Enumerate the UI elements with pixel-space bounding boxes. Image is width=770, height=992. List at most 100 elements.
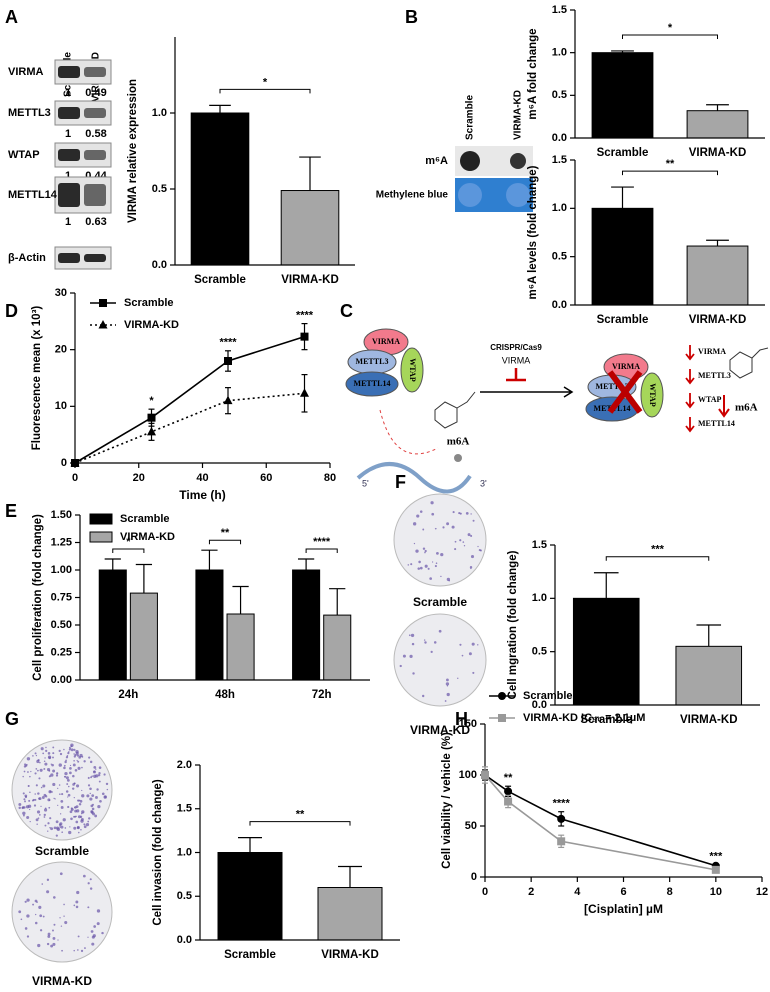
cell-speck	[96, 922, 100, 926]
marker	[300, 388, 309, 397]
cell-speck	[50, 944, 54, 948]
cell-speck	[45, 746, 47, 749]
significance-label: **	[221, 527, 230, 539]
marker	[504, 797, 513, 806]
cell-speck	[424, 549, 427, 553]
cell-speck	[28, 799, 31, 802]
cell-speck	[47, 752, 51, 755]
diagram-result: m6A	[735, 402, 758, 414]
cell-speck	[58, 784, 61, 786]
significance-label: ****	[553, 798, 571, 810]
cell-speck	[64, 775, 67, 778]
cell-speck	[72, 783, 75, 786]
cell-speck	[59, 917, 61, 919]
image-caption: Scramble	[413, 595, 467, 609]
cell-speck	[76, 826, 80, 830]
x-tick-label: VIRMA-KD	[680, 714, 738, 726]
dot	[458, 183, 482, 207]
cell-speck	[34, 772, 37, 775]
legend-label: Scramble	[124, 297, 174, 309]
protein-label: VIRMA	[612, 362, 640, 371]
cell-speck	[25, 805, 30, 809]
bar	[280, 190, 340, 266]
cell-speck	[67, 793, 71, 797]
cell-speck	[52, 746, 55, 749]
image-caption: Scramble	[35, 844, 89, 858]
legend-label: VIRMA-KD IC₅₀ = 2.1µM	[523, 712, 645, 724]
cell-speck	[39, 814, 41, 816]
y-tick-label: 1.25	[51, 536, 72, 548]
molecule	[729, 347, 769, 379]
cell-speck	[81, 794, 85, 798]
cell-speck	[470, 513, 472, 515]
cell-speck	[60, 800, 64, 803]
blot-band	[84, 108, 106, 118]
y-tick-label: 0.75	[51, 591, 72, 603]
bar	[292, 569, 321, 681]
cell-speck	[96, 788, 99, 791]
cell-speck	[101, 931, 104, 935]
cell-speck	[71, 787, 75, 790]
x-tick-label: 72h	[312, 689, 332, 701]
cell-speck	[60, 825, 64, 829]
cell-speck	[18, 910, 22, 914]
cell-speck	[81, 755, 84, 758]
protein-label: VIRMA	[372, 337, 400, 346]
cell-speck	[50, 827, 54, 831]
cell-speck	[471, 642, 475, 646]
cell-speck	[26, 898, 30, 902]
cell-speck	[39, 768, 43, 772]
cell-speck	[446, 678, 449, 682]
y-tick-label: 0.50	[51, 619, 72, 631]
cell-speck	[423, 639, 426, 641]
cell-speck	[430, 501, 434, 505]
y-tick-label: 0	[471, 871, 477, 883]
x-tick-label: VIRMA-KD	[689, 314, 747, 326]
rna-strand	[356, 462, 472, 494]
cell-speck	[18, 802, 22, 806]
cell-speck	[75, 751, 79, 755]
cell-speck	[59, 752, 63, 756]
marker	[223, 395, 233, 405]
cell-speck	[76, 890, 80, 895]
cell-speck	[26, 815, 30, 820]
cell-speck	[28, 808, 31, 811]
marker	[557, 837, 566, 846]
cell-speck	[26, 935, 30, 938]
down-arrow	[685, 393, 695, 409]
marker	[70, 458, 80, 467]
cell-speck	[44, 757, 46, 759]
cell-speck	[81, 789, 83, 792]
cell-speck	[21, 806, 24, 810]
cell-speck	[431, 561, 434, 563]
significance-label: **	[504, 772, 513, 784]
cell-speck	[419, 510, 423, 513]
y-tick-label: 0.0	[552, 132, 567, 144]
x-tick-label: Scramble	[194, 274, 246, 286]
cell-speck	[92, 934, 96, 938]
y-tick-label: 0.5	[532, 646, 547, 658]
legend-label: VIRMA-KD	[124, 319, 179, 331]
cell-speck	[38, 777, 41, 780]
cell-speck	[47, 830, 49, 832]
cell-speck	[50, 763, 52, 765]
cell-speck	[27, 784, 30, 787]
down-label: METTL14	[698, 419, 735, 428]
cell-speck	[51, 763, 54, 767]
cell-speck	[430, 650, 433, 654]
knockout-cross	[607, 370, 643, 414]
cell-speck	[23, 814, 25, 817]
y-tick-label: 1.5	[177, 803, 192, 815]
cell-speck	[69, 771, 72, 775]
cell-speck	[35, 754, 38, 757]
cell-speck	[59, 793, 61, 796]
cell-speck	[418, 560, 421, 564]
cell-speck	[83, 823, 86, 826]
x-tick-label: Scramble	[224, 949, 276, 961]
cell-speck	[440, 575, 442, 578]
cell-speck	[459, 512, 462, 515]
bar	[217, 852, 283, 941]
cell-speck	[51, 929, 54, 932]
dot-blot-column-label: VIRMA-KD	[513, 90, 524, 140]
cell-speck	[88, 817, 91, 820]
